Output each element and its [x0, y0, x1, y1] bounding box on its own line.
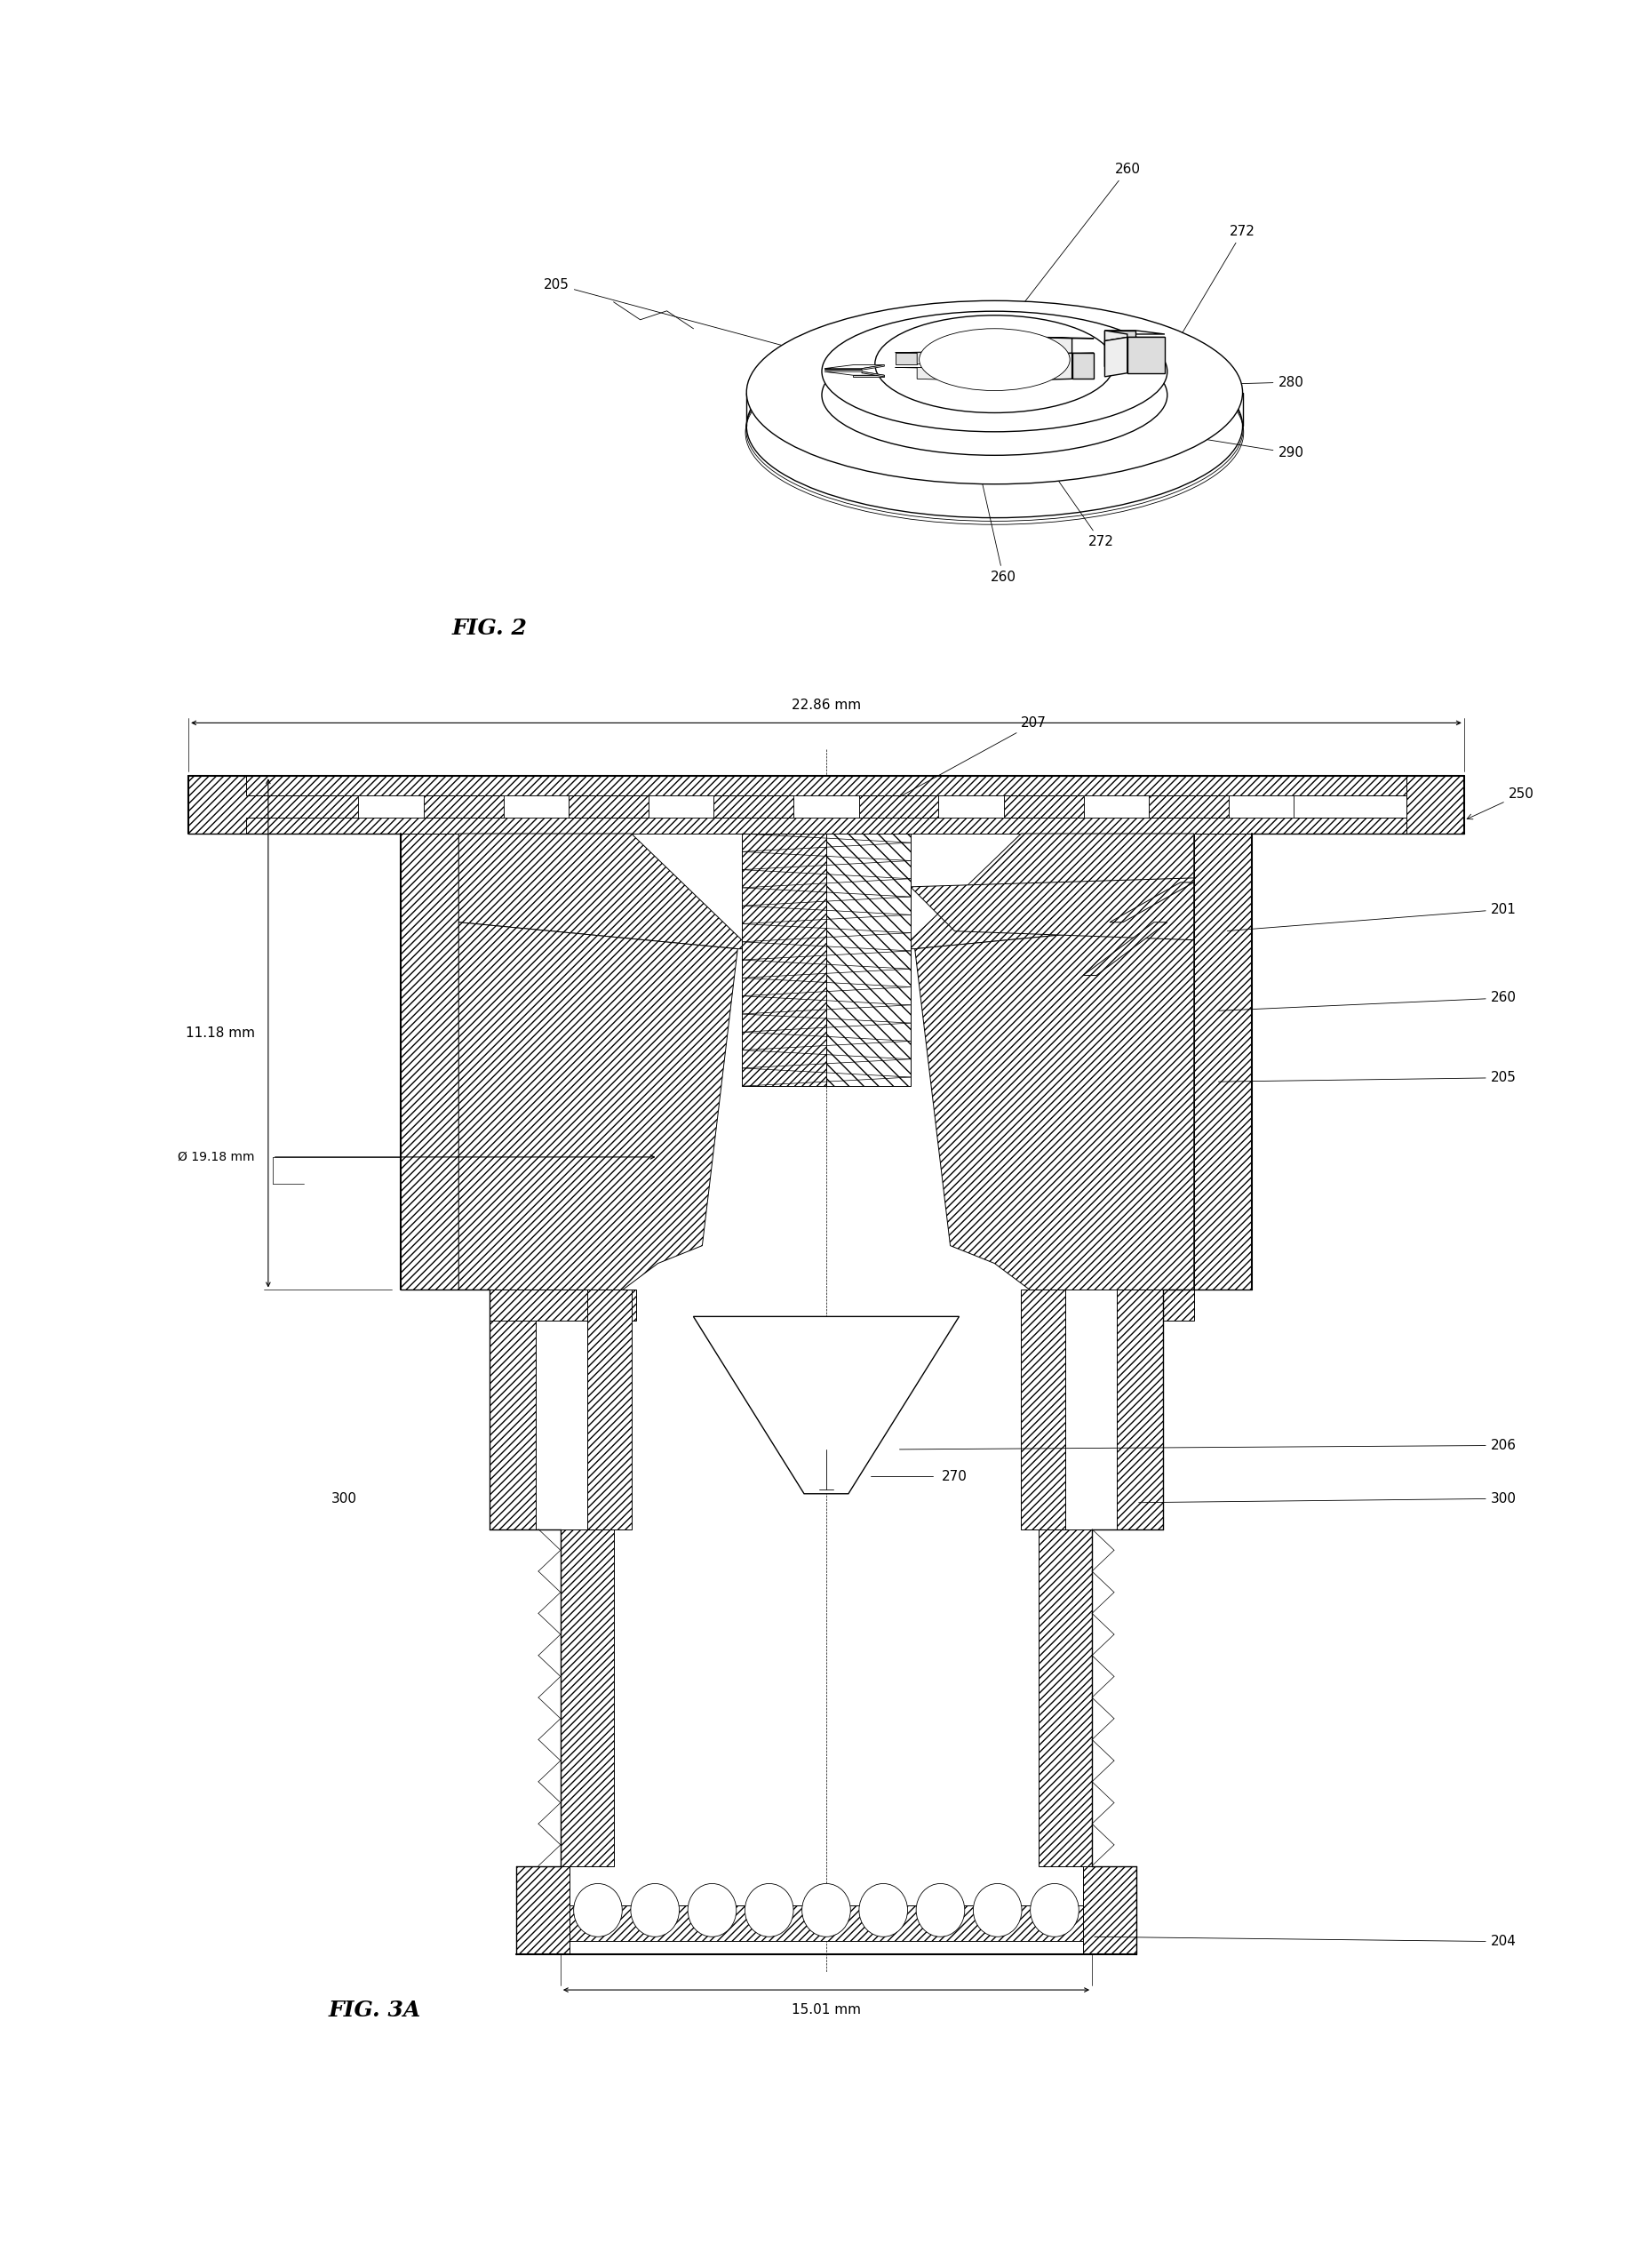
Polygon shape [918, 367, 972, 381]
Bar [1084, 796, 1150, 819]
Text: Ø 19.18 mm: Ø 19.18 mm [178, 1150, 255, 1163]
Bar [1083, 1867, 1137, 1955]
Ellipse shape [745, 1885, 794, 1937]
Ellipse shape [875, 315, 1114, 413]
Bar [568, 796, 648, 819]
Bar [423, 796, 503, 819]
Polygon shape [1106, 331, 1164, 333]
Polygon shape [1017, 338, 1071, 365]
Polygon shape [914, 923, 1194, 1290]
Ellipse shape [573, 1885, 622, 1937]
Polygon shape [895, 352, 918, 365]
Bar [560, 1529, 614, 1867]
Bar [741, 835, 826, 1086]
Bar [490, 1290, 635, 1320]
Bar [794, 796, 859, 819]
Ellipse shape [973, 1885, 1022, 1937]
Polygon shape [694, 1315, 959, 1495]
Bar [714, 796, 794, 819]
Text: 270: 270 [941, 1470, 967, 1483]
Polygon shape [1110, 882, 1194, 923]
Text: FIG. 2: FIG. 2 [452, 617, 527, 640]
Bar [1228, 796, 1293, 819]
Text: 11.18 mm: 11.18 mm [186, 1027, 255, 1039]
Polygon shape [1017, 354, 1071, 381]
Text: 260: 260 [1022, 163, 1140, 304]
Polygon shape [825, 365, 885, 367]
Text: 272: 272 [1040, 454, 1114, 549]
Bar [1150, 796, 1228, 819]
Bar [939, 796, 1004, 819]
Polygon shape [1127, 338, 1164, 372]
Bar [1406, 776, 1465, 835]
Bar [648, 796, 714, 819]
Bar [1004, 796, 1084, 819]
Polygon shape [901, 835, 1194, 948]
Polygon shape [1017, 338, 1024, 363]
Polygon shape [1106, 331, 1137, 367]
Ellipse shape [919, 329, 1070, 390]
Polygon shape [965, 370, 972, 381]
Polygon shape [459, 923, 738, 1290]
Text: 260: 260 [978, 460, 1016, 583]
Text: 206: 206 [900, 1438, 1517, 1452]
Polygon shape [459, 835, 751, 948]
Bar [1021, 1290, 1065, 1529]
Ellipse shape [687, 1885, 736, 1937]
Text: 290: 290 [1208, 440, 1303, 460]
Polygon shape [1106, 331, 1127, 370]
Ellipse shape [1030, 1885, 1079, 1937]
Text: 207: 207 [900, 717, 1047, 796]
Bar [247, 776, 1406, 796]
Polygon shape [825, 372, 885, 374]
Bar [1194, 835, 1251, 1290]
Bar [1117, 1290, 1163, 1529]
Bar [1039, 1529, 1092, 1867]
Text: 260: 260 [1218, 991, 1517, 1012]
Bar [588, 1290, 632, 1529]
Bar [859, 796, 939, 819]
Bar [516, 1867, 570, 1955]
Ellipse shape [916, 1885, 965, 1937]
Text: 204: 204 [1094, 1935, 1515, 1948]
Text: 22.86 mm: 22.86 mm [792, 699, 861, 712]
Text: 250: 250 [1466, 787, 1533, 819]
Bar [503, 796, 568, 819]
Bar [247, 819, 1406, 835]
Polygon shape [1071, 354, 1094, 379]
Text: 272: 272 [1172, 225, 1256, 349]
Polygon shape [1083, 923, 1168, 975]
Text: 205: 205 [544, 279, 831, 361]
Text: 15.01 mm: 15.01 mm [792, 2003, 861, 2016]
Bar [826, 835, 910, 1086]
Bar [402, 835, 459, 1290]
Text: 205: 205 [1218, 1070, 1515, 1084]
Ellipse shape [859, 1885, 908, 1937]
Text: FIG. 3A: FIG. 3A [328, 2000, 421, 2021]
Ellipse shape [821, 311, 1168, 431]
Bar [516, 1905, 1137, 1941]
Ellipse shape [630, 1885, 679, 1937]
Polygon shape [918, 352, 972, 365]
Polygon shape [1106, 338, 1164, 340]
Polygon shape [910, 878, 1194, 939]
Polygon shape [862, 365, 885, 370]
Polygon shape [1106, 338, 1127, 376]
Ellipse shape [746, 302, 1243, 483]
Text: 201: 201 [1228, 903, 1515, 930]
Text: 300: 300 [1138, 1492, 1517, 1506]
Ellipse shape [821, 336, 1168, 456]
Bar [490, 1290, 536, 1529]
Ellipse shape [802, 1885, 851, 1937]
Polygon shape [862, 372, 885, 376]
Text: 300: 300 [331, 1492, 356, 1506]
Bar [188, 776, 433, 835]
Bar [359, 796, 423, 819]
Text: 280: 280 [1153, 376, 1303, 388]
Bar [1163, 1290, 1194, 1320]
